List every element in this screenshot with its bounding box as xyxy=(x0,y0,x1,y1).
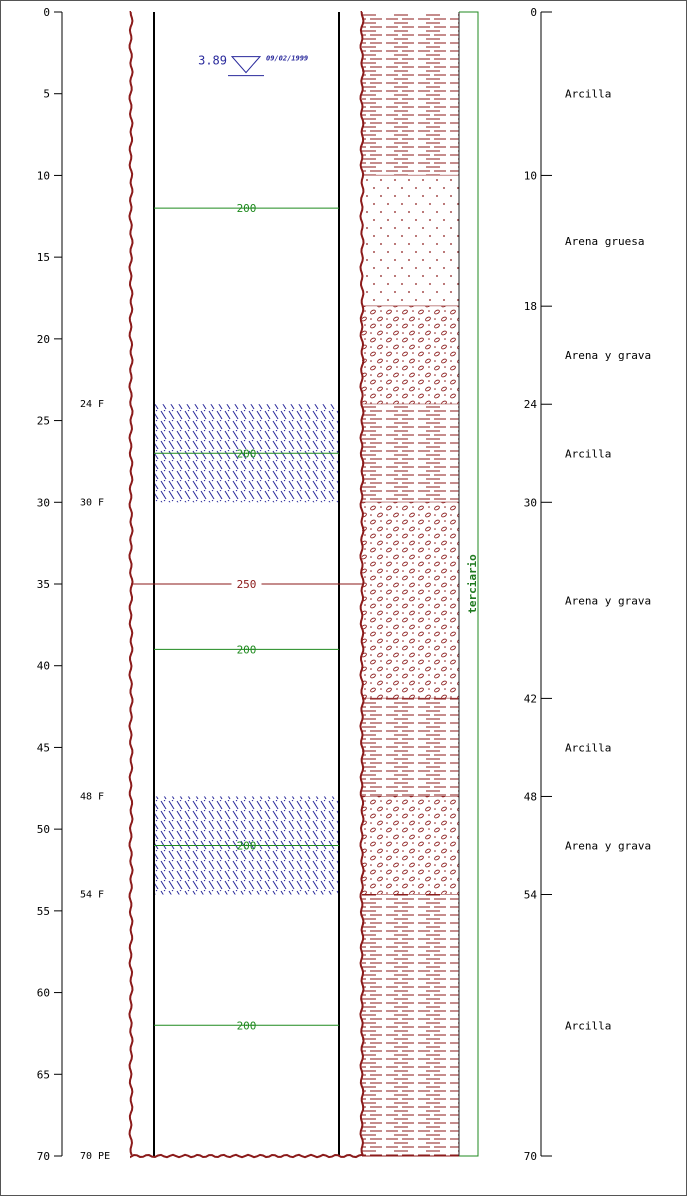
lithology-layer-clay xyxy=(362,12,459,176)
depth-tick-label: 65 xyxy=(37,1068,50,1081)
lithology-label: Arena y grava xyxy=(565,349,651,362)
stratigraphic-unit-bracket xyxy=(459,11,479,1157)
stratigraphic-unit-label: terciario xyxy=(466,554,479,614)
boundary-tick-label: 18 xyxy=(524,300,537,313)
depth-tick-label: 20 xyxy=(37,333,50,346)
lithology-layer-gravel xyxy=(362,306,459,405)
borehole-left-wall xyxy=(128,11,134,1156)
boundary-tick-label: 54 xyxy=(524,889,538,902)
depth-axis: 0 5 10 15 20 25 30 35 40 45 50 55 60 65 70 xyxy=(37,6,63,1163)
stratigraphic-unit: terciario xyxy=(459,11,479,1157)
water-level-date: 09/02/1999 xyxy=(266,55,308,63)
lithology-layer-clay xyxy=(362,698,459,797)
depth-tick-label: 70 xyxy=(37,1150,50,1163)
depth-tick-label: 15 xyxy=(37,251,50,264)
casing-diameter-label: 200 xyxy=(237,202,257,215)
casing-diameter-label: 200 xyxy=(237,447,257,460)
screen-depth-markers: 24 F 30 F 48 F 54 F 70 PE xyxy=(80,399,110,1162)
lithology-label: Arcilla xyxy=(565,1019,611,1032)
casing-diameter-label: 250 xyxy=(237,578,257,591)
depth-tick-label: 40 xyxy=(37,660,50,673)
depth-tick-label: 30 xyxy=(37,496,50,509)
water-level: 3.89 09/02/1999 xyxy=(198,54,308,77)
borehole-walls xyxy=(128,11,365,1159)
lithology-layer-gravel xyxy=(362,796,459,895)
casing-diameter-label: 200 xyxy=(237,839,257,852)
boundary-tick-label: 42 xyxy=(524,692,537,705)
screen-depth-marker: 70 PE xyxy=(80,1151,110,1162)
lithology-axis: 0 10 18 24 30 42 48 54 70 Arcilla Arena gruesa Aren… xyxy=(524,6,651,1163)
water-level-value: 3.89 xyxy=(198,54,227,68)
borehole-right-wall xyxy=(359,11,365,1156)
casing-diameter-label: 200 xyxy=(237,1019,257,1032)
depth-tick-label: 25 xyxy=(37,415,50,428)
depth-tick-label: 60 xyxy=(37,987,50,1000)
depth-tick-label: 0 xyxy=(43,6,50,19)
casing-diameter-label: 200 xyxy=(237,643,257,656)
lithology-column xyxy=(362,12,460,1157)
diameter-label-bg xyxy=(231,577,262,591)
screen-depth-marker: 30 F xyxy=(80,497,104,508)
depth-tick-label: 45 xyxy=(37,741,50,754)
boundary-tick-label: 24 xyxy=(524,398,538,411)
lithology-label: Arcilla xyxy=(565,88,611,101)
screen-depth-marker: 54 F xyxy=(80,890,104,901)
lithology-label: Arena gruesa xyxy=(565,235,644,248)
lithology-label: Arena y grava xyxy=(565,594,651,607)
lithology-layer-sand xyxy=(362,175,459,307)
depth-tick-label: 10 xyxy=(37,169,50,182)
depth-tick-label: 5 xyxy=(43,88,50,101)
lithology-layer-gravel xyxy=(362,502,459,699)
lithology-label: Arcilla xyxy=(565,741,611,754)
water-level-triangle-icon xyxy=(230,56,262,74)
lithology-label: Arena y grava xyxy=(565,839,651,852)
screen-depth-marker: 24 F xyxy=(80,399,104,410)
boundary-tick-label: 10 xyxy=(524,169,537,182)
boundary-tick-label: 0 xyxy=(530,6,537,19)
boundary-tick-label: 70 xyxy=(524,1150,537,1163)
depth-tick-label: 50 xyxy=(37,823,50,836)
lithology-layer-clay xyxy=(362,894,459,1156)
lithology-label: Arcilla xyxy=(565,447,611,460)
screen-depth-marker: 48 F xyxy=(80,791,104,802)
depth-tick-label: 35 xyxy=(37,578,50,591)
boundary-tick-label: 30 xyxy=(524,496,537,509)
lithology-layer-clay xyxy=(362,404,459,503)
borehole-bottom xyxy=(130,1153,363,1159)
depth-tick-label: 55 xyxy=(37,905,50,918)
casing-diameter-lines: 200 200 250 200 200 200 xyxy=(131,202,362,1032)
boundary-tick-label: 48 xyxy=(524,790,537,803)
